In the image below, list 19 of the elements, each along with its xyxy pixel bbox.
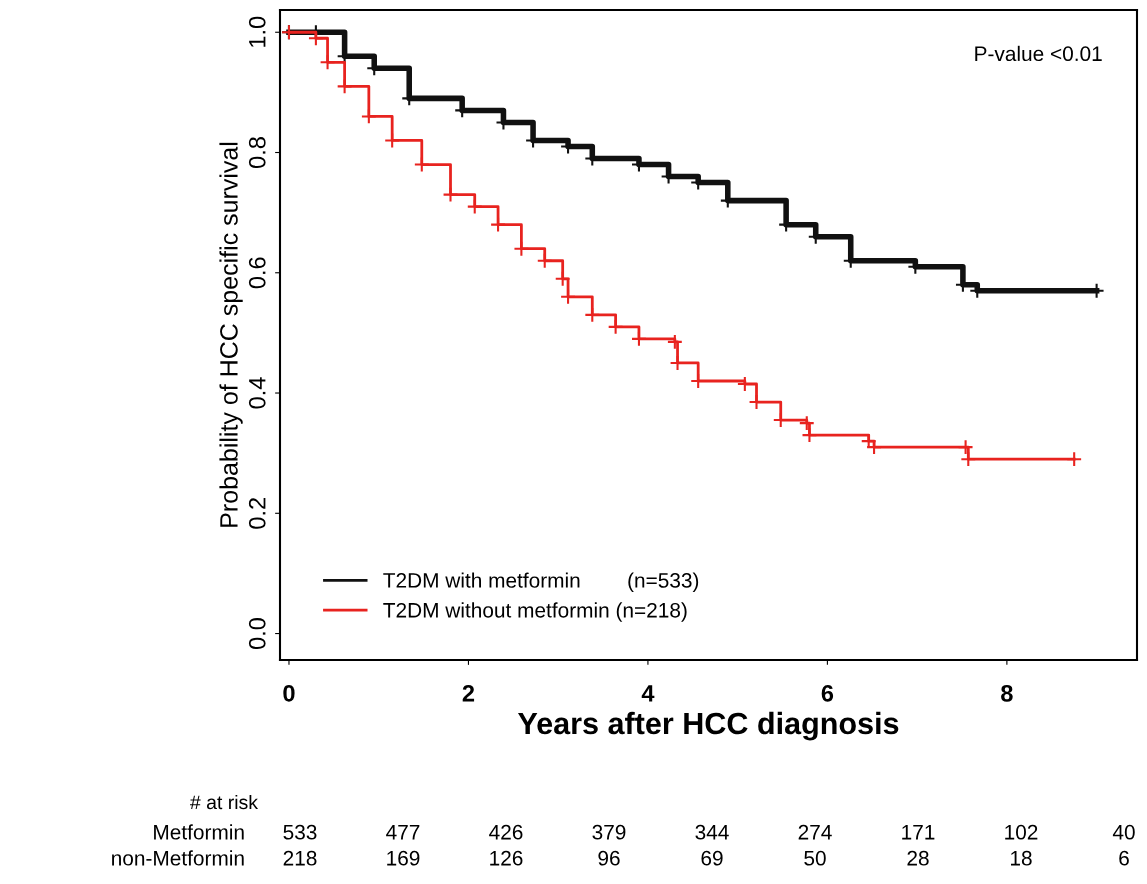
x-tick-label: 8 bbox=[1001, 684, 1013, 702]
text: non-Metformin 218 169 126 96 69 50 28 18 6 bbox=[112, 850, 1129, 866]
legend-label: T2DM with metformin (n=533) bbox=[383, 572, 699, 592]
x-tick-label: 4 bbox=[641, 685, 655, 702]
x-tick-label: 2 bbox=[462, 684, 475, 702]
y-axis-title: Probability of HCC specific survival bbox=[219, 142, 243, 527]
x-tick-label: 6 bbox=[821, 684, 834, 702]
text: Metformin 533 477 426 379 344 274 171 102 40 bbox=[154, 824, 1135, 840]
legend-label: T2DM without metformin (n=218) bbox=[383, 602, 687, 622]
annotation: P-value <0.01 bbox=[975, 45, 1102, 62]
y-tick-label: 0.2 bbox=[248, 498, 266, 529]
text: # at risk bbox=[190, 794, 259, 810]
x-axis-title: Years after HCC diagnosis bbox=[517, 711, 899, 741]
y-tick-label: 0.6 bbox=[248, 257, 266, 289]
x-tick-label: 0 bbox=[283, 684, 295, 702]
y-tick-label: 0.4 bbox=[248, 377, 266, 409]
y-tick-label: 1.0 bbox=[248, 16, 266, 47]
y-tick-label: 0.0 bbox=[248, 618, 266, 650]
y-tick-label: 0.8 bbox=[248, 137, 266, 168]
